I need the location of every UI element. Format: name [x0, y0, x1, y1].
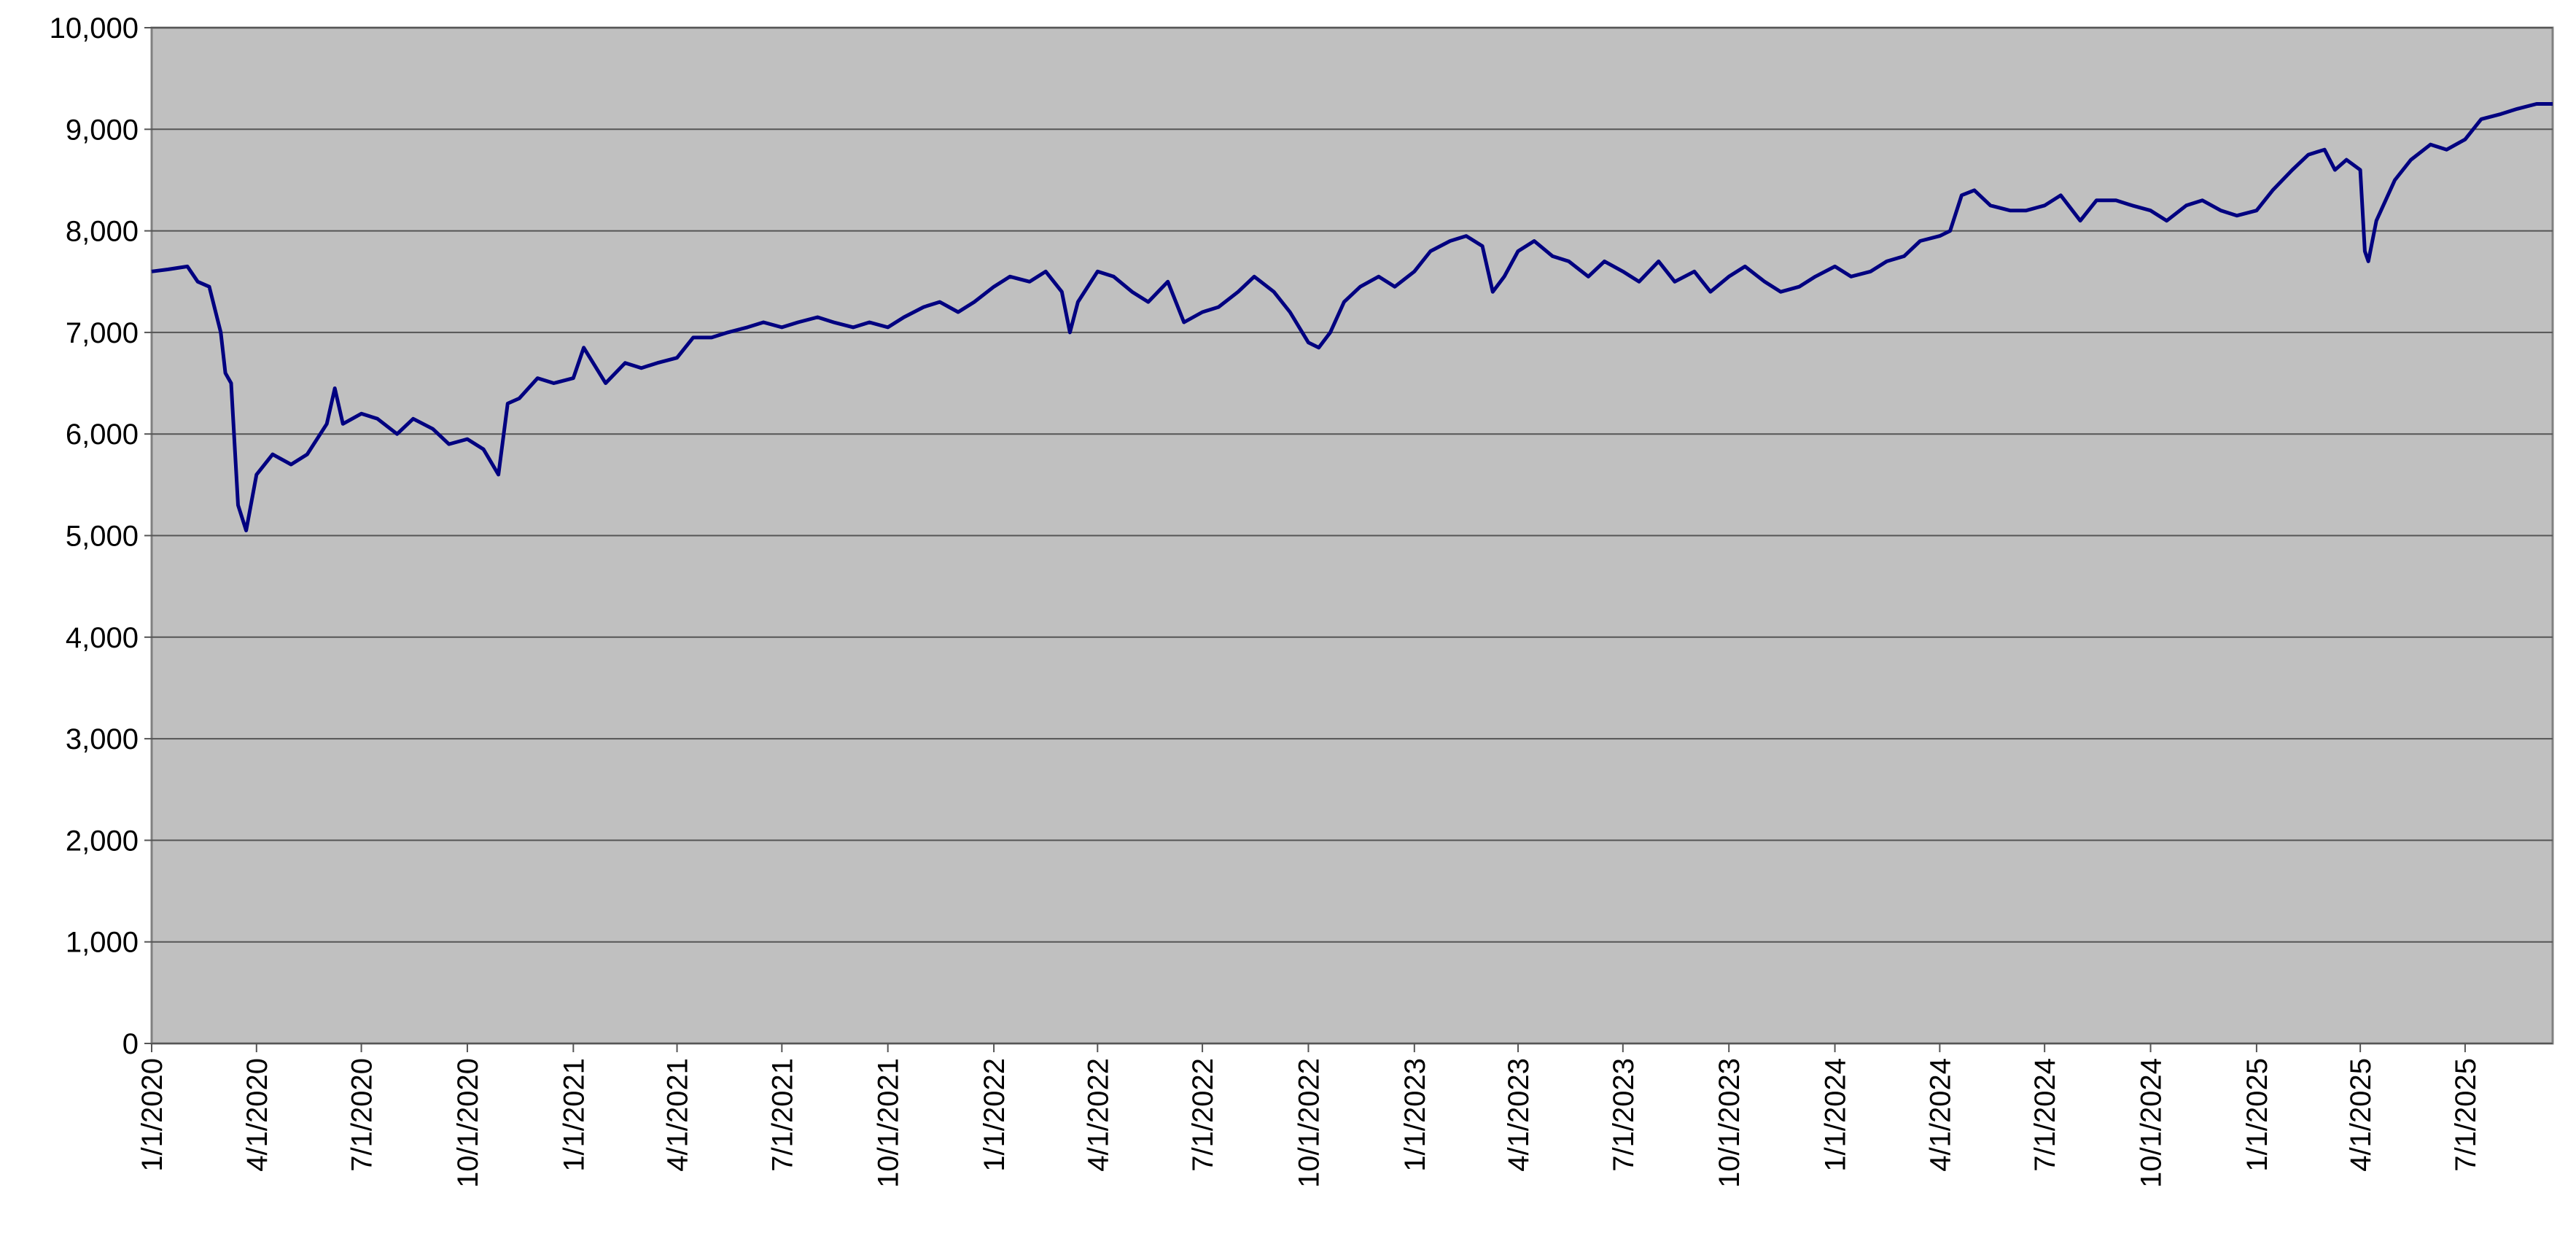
x-tick-label: 4/1/2020	[241, 1058, 273, 1172]
x-tick-label: 4/1/2023	[1503, 1058, 1535, 1172]
line-series	[151, 102, 2553, 532]
y-tick-label: 9,000	[66, 114, 139, 146]
y-tick-label: 10,000	[50, 12, 139, 44]
y-tick-label: 3,000	[66, 723, 139, 755]
x-tick-label: 1/1/2024	[1820, 1058, 1852, 1172]
x-tick-label: 10/1/2020	[452, 1058, 484, 1188]
x-tick-label: 7/1/2022	[1187, 1058, 1219, 1172]
y-tick-label: 8,000	[66, 216, 139, 248]
y-tick-label: 2,000	[66, 825, 139, 857]
x-tick-label: 1/1/2023	[1399, 1058, 1431, 1172]
y-tick-label: 1,000	[66, 927, 139, 959]
x-tick-label: 10/1/2023	[1713, 1058, 1746, 1188]
y-tick-label: 7,000	[66, 317, 139, 349]
y-tick-label: 4,000	[66, 622, 139, 654]
x-tick-label: 1/1/2022	[978, 1058, 1011, 1172]
y-tick-label: 6,000	[66, 419, 139, 451]
x-tick-label: 7/1/2025	[2450, 1058, 2482, 1172]
y-tick-label: 0	[122, 1028, 139, 1060]
x-tick-label: 10/1/2022	[1293, 1058, 1325, 1188]
x-tick-label: 1/1/2025	[2241, 1058, 2273, 1172]
x-tick-label: 10/1/2024	[2136, 1058, 2168, 1188]
x-tick-label: 7/1/2021	[766, 1058, 798, 1172]
x-tick-label: 4/1/2024	[1924, 1058, 1956, 1172]
x-tick-label: 4/1/2025	[2345, 1058, 2377, 1172]
x-tick-label: 4/1/2021	[662, 1058, 694, 1172]
x-tick-label: 1/1/2020	[136, 1058, 168, 1172]
x-tick-label: 10/1/2021	[873, 1058, 905, 1188]
x-tick-label: 1/1/2021	[558, 1058, 590, 1172]
x-tick-label: 7/1/2023	[1608, 1058, 1640, 1172]
x-tick-label: 7/1/2024	[2029, 1058, 2061, 1172]
x-tick-label: 7/1/2020	[346, 1058, 378, 1172]
x-tick-label: 4/1/2022	[1082, 1058, 1114, 1172]
y-tick-label: 5,000	[66, 521, 139, 553]
